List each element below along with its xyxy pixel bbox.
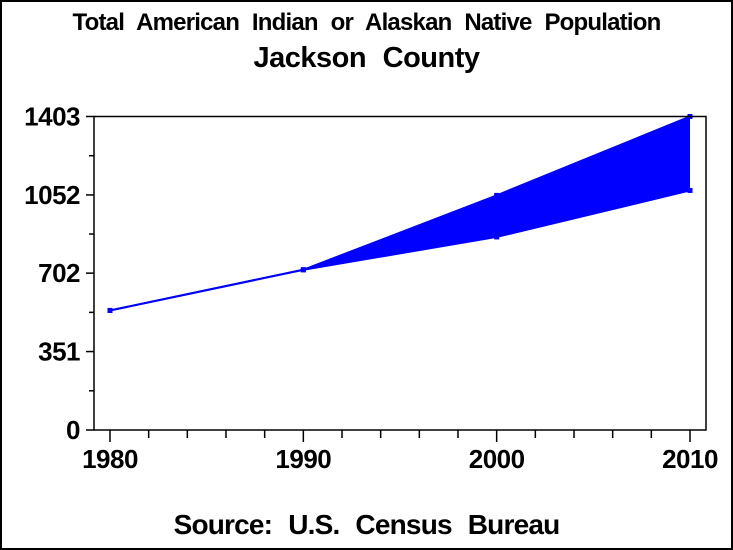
x-axis: 1980 1990 2000 2010 [82,430,718,474]
chart-title: Total American Indian or Alaskan Native … [72,9,662,36]
high-series-line [109,115,691,312]
y-tick-label: 1403 [24,102,80,132]
x-tick-label: 1980 [82,444,138,474]
data-point-marker [300,267,306,273]
y-tick-label: 702 [38,258,80,288]
x-tick-label: 2010 [662,444,718,474]
data-point-marker [107,307,113,313]
data-point-marker [494,234,500,240]
y-axis: 0 351 702 1052 1403 [24,102,94,445]
x-tick-label: 2000 [469,444,525,474]
low-series-line [109,189,691,312]
chart-subtitle: Jackson County [253,42,481,74]
data-point-markers [107,114,693,313]
data-point-marker [687,187,693,193]
data-point-marker [494,192,500,198]
x-tick-label: 1990 [275,444,331,474]
y-tick-label: 351 [38,337,80,367]
y-tick-label: 0 [66,415,80,445]
band-series [109,115,691,312]
y-tick-label: 1052 [24,180,80,210]
source-caption: Source: U.S. Census Bureau [173,509,561,540]
